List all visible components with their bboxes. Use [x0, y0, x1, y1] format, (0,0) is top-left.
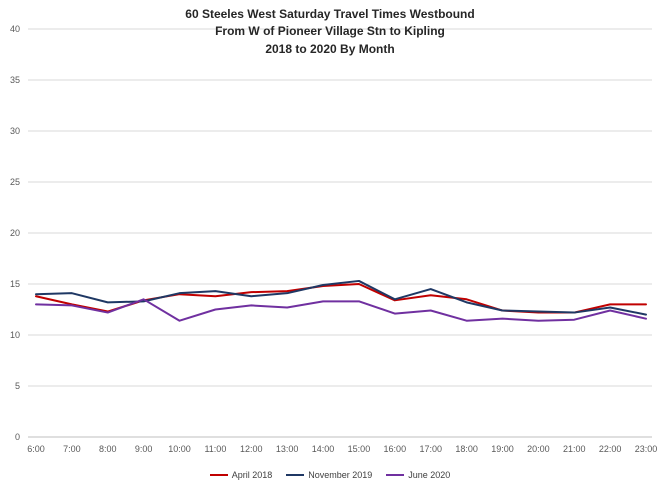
x-tick-label: 23:00	[635, 444, 658, 454]
x-tick-label: 16:00	[384, 444, 407, 454]
x-tick-label: 11:00	[204, 444, 226, 454]
x-tick-label: 20:00	[527, 444, 550, 454]
y-tick-label: 20	[10, 228, 20, 238]
chart-title-line-1: 60 Steeles West Saturday Travel Times We…	[185, 7, 475, 21]
legend-item-april-2018: April 2018	[209, 470, 273, 480]
y-tick-label: 0	[15, 432, 20, 442]
legend-swatch	[209, 474, 228, 476]
y-tick-label: 15	[10, 279, 20, 289]
legend-swatch	[386, 474, 405, 476]
x-tick-label: 14:00	[312, 444, 335, 454]
x-tick-label: 22:00	[599, 444, 622, 454]
y-tick-label: 5	[15, 381, 20, 391]
x-tick-label: 10:00	[168, 444, 191, 454]
x-tick-label: 17:00	[419, 444, 442, 454]
x-tick-label: 9:00	[135, 444, 153, 454]
legend-swatch	[286, 474, 305, 476]
x-tick-label: 12:00	[240, 444, 263, 454]
x-tick-label: 6:00	[27, 444, 45, 454]
chart-title-line-2: From W of Pioneer Village Stn to Kipling	[215, 24, 445, 39]
legend-item-november-2019: November 2019	[286, 470, 372, 480]
y-tick-label: 35	[10, 75, 20, 85]
legend-item-june-2020: June 2020	[386, 470, 450, 480]
x-tick-label: 15:00	[348, 444, 371, 454]
chart-legend: April 2018 November 2019 June 2020	[0, 470, 660, 480]
x-tick-label: 8:00	[99, 444, 117, 454]
x-tick-label: 21:00	[563, 444, 586, 454]
x-tick-label: 7:00	[63, 444, 81, 454]
series-line-june-2020	[35, 298, 647, 322]
legend-label: June 2020	[408, 470, 451, 480]
y-tick-label: 30	[10, 126, 20, 136]
chart-title: 60 Steeles West Saturday Travel Times We…	[0, 6, 660, 58]
x-tick-label: 13:00	[276, 444, 299, 454]
series-line-april-2018	[35, 283, 647, 314]
legend-label: November 2019	[308, 470, 373, 480]
y-tick-label: 10	[10, 330, 20, 340]
y-tick-label: 40	[10, 24, 20, 34]
y-tick-label: 25	[10, 177, 20, 187]
x-tick-label: 18:00	[455, 444, 478, 454]
legend-label: April 2018	[231, 470, 273, 480]
x-tick-label: 19:00	[491, 444, 514, 454]
chart-title-line-3: 2018 to 2020 By Month	[265, 41, 395, 56]
